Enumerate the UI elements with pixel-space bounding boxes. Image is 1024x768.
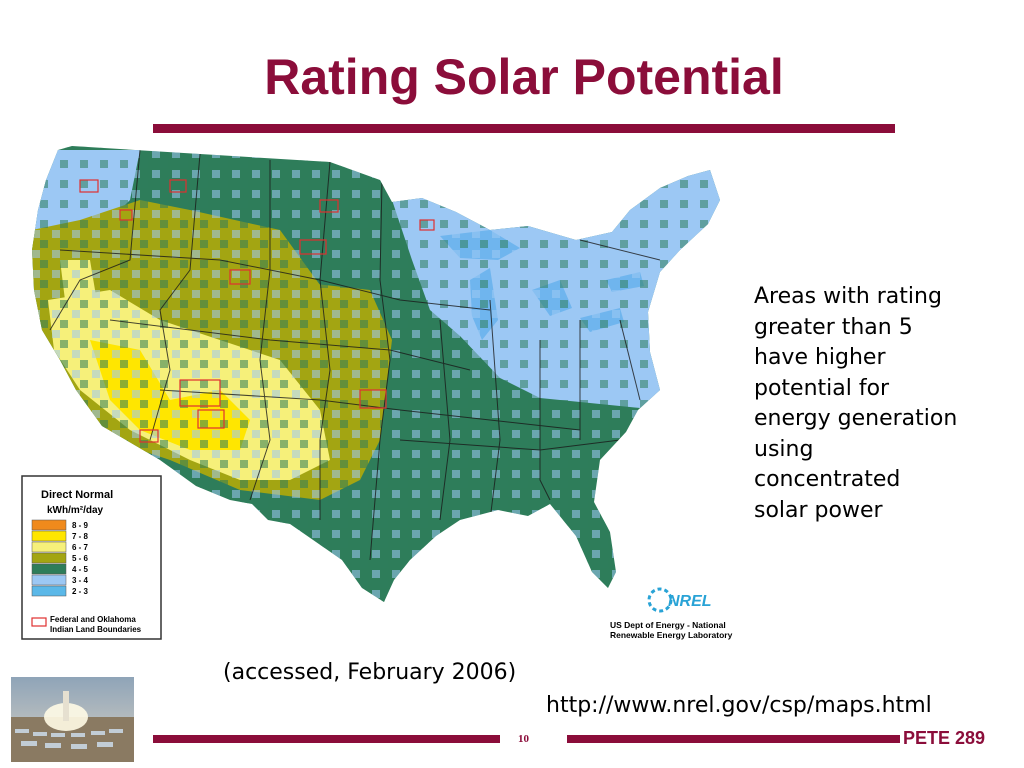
note-line: energy generation	[754, 406, 958, 431]
legend-class-label: 3 - 4	[72, 576, 89, 585]
explanation-note: Areas with rating greater than 5 have hi…	[754, 282, 1004, 526]
credit-line-2: Renewable Energy Laboratory	[610, 630, 733, 640]
solar-tower-photo	[11, 677, 134, 762]
title-underline	[153, 124, 895, 133]
nrel-credit: NREL US Dept of Energy - National Renewa…	[610, 587, 733, 640]
legend-title: Direct Normal	[41, 489, 113, 501]
legend-class-label: 8 - 9	[72, 521, 89, 530]
legend-class-label: 2 - 3	[72, 587, 89, 596]
footer-bar-right	[567, 735, 900, 743]
footer-bar-left	[153, 735, 500, 743]
boundary-swatch	[31, 617, 47, 627]
legend-unit: kWh/m²/day	[47, 505, 104, 516]
accessed-date: (accessed, February 2006)	[223, 660, 517, 685]
note-line: have higher	[754, 345, 886, 370]
legend-class-label: 4 - 5	[72, 565, 89, 574]
legend-class-label: 7 - 8	[72, 532, 89, 541]
course-code: PETE 289	[903, 728, 986, 748]
legend-swatch	[31, 519, 67, 531]
note-line: concentrated	[754, 467, 901, 492]
note-line: Areas with rating	[754, 284, 942, 309]
legend-swatch	[31, 574, 67, 586]
legend-swatch	[31, 530, 67, 542]
legend-swatch	[31, 585, 67, 597]
legend-class-label: 5 - 6	[72, 554, 89, 563]
legend-swatch	[31, 563, 67, 575]
note-line: using	[754, 436, 814, 462]
note-line: greater than 5	[754, 314, 913, 340]
slide-title: Rating Solar Potential	[264, 49, 784, 105]
note-line: solar power	[754, 497, 883, 523]
legend-boundary-label-1: Federal and Oklahoma	[50, 615, 136, 624]
note-line: potential for	[754, 375, 890, 401]
legend-swatch	[31, 541, 67, 553]
map-legend: Direct Normal kWh/m²/day 8 - 9 7 - 8 6 - 7…	[21, 475, 162, 640]
legend-boundary-label-2: Indian Land Boundaries	[50, 625, 142, 634]
credit-line-1: US Dept of Energy - National	[610, 620, 726, 630]
nrel-logo-icon: NREL	[647, 587, 712, 613]
legend-swatch	[31, 552, 67, 564]
source-url[interactable]: http://www.nrel.gov/csp/maps.html	[546, 693, 932, 718]
page-number: 10	[518, 733, 529, 745]
legend-class-label: 6 - 7	[72, 543, 89, 552]
nrel-logo-text: NREL	[668, 593, 712, 610]
solar-resource-map: Direct Normal kWh/m²/day 8 - 9 7 - 8 6 - 7…	[21, 146, 733, 640]
